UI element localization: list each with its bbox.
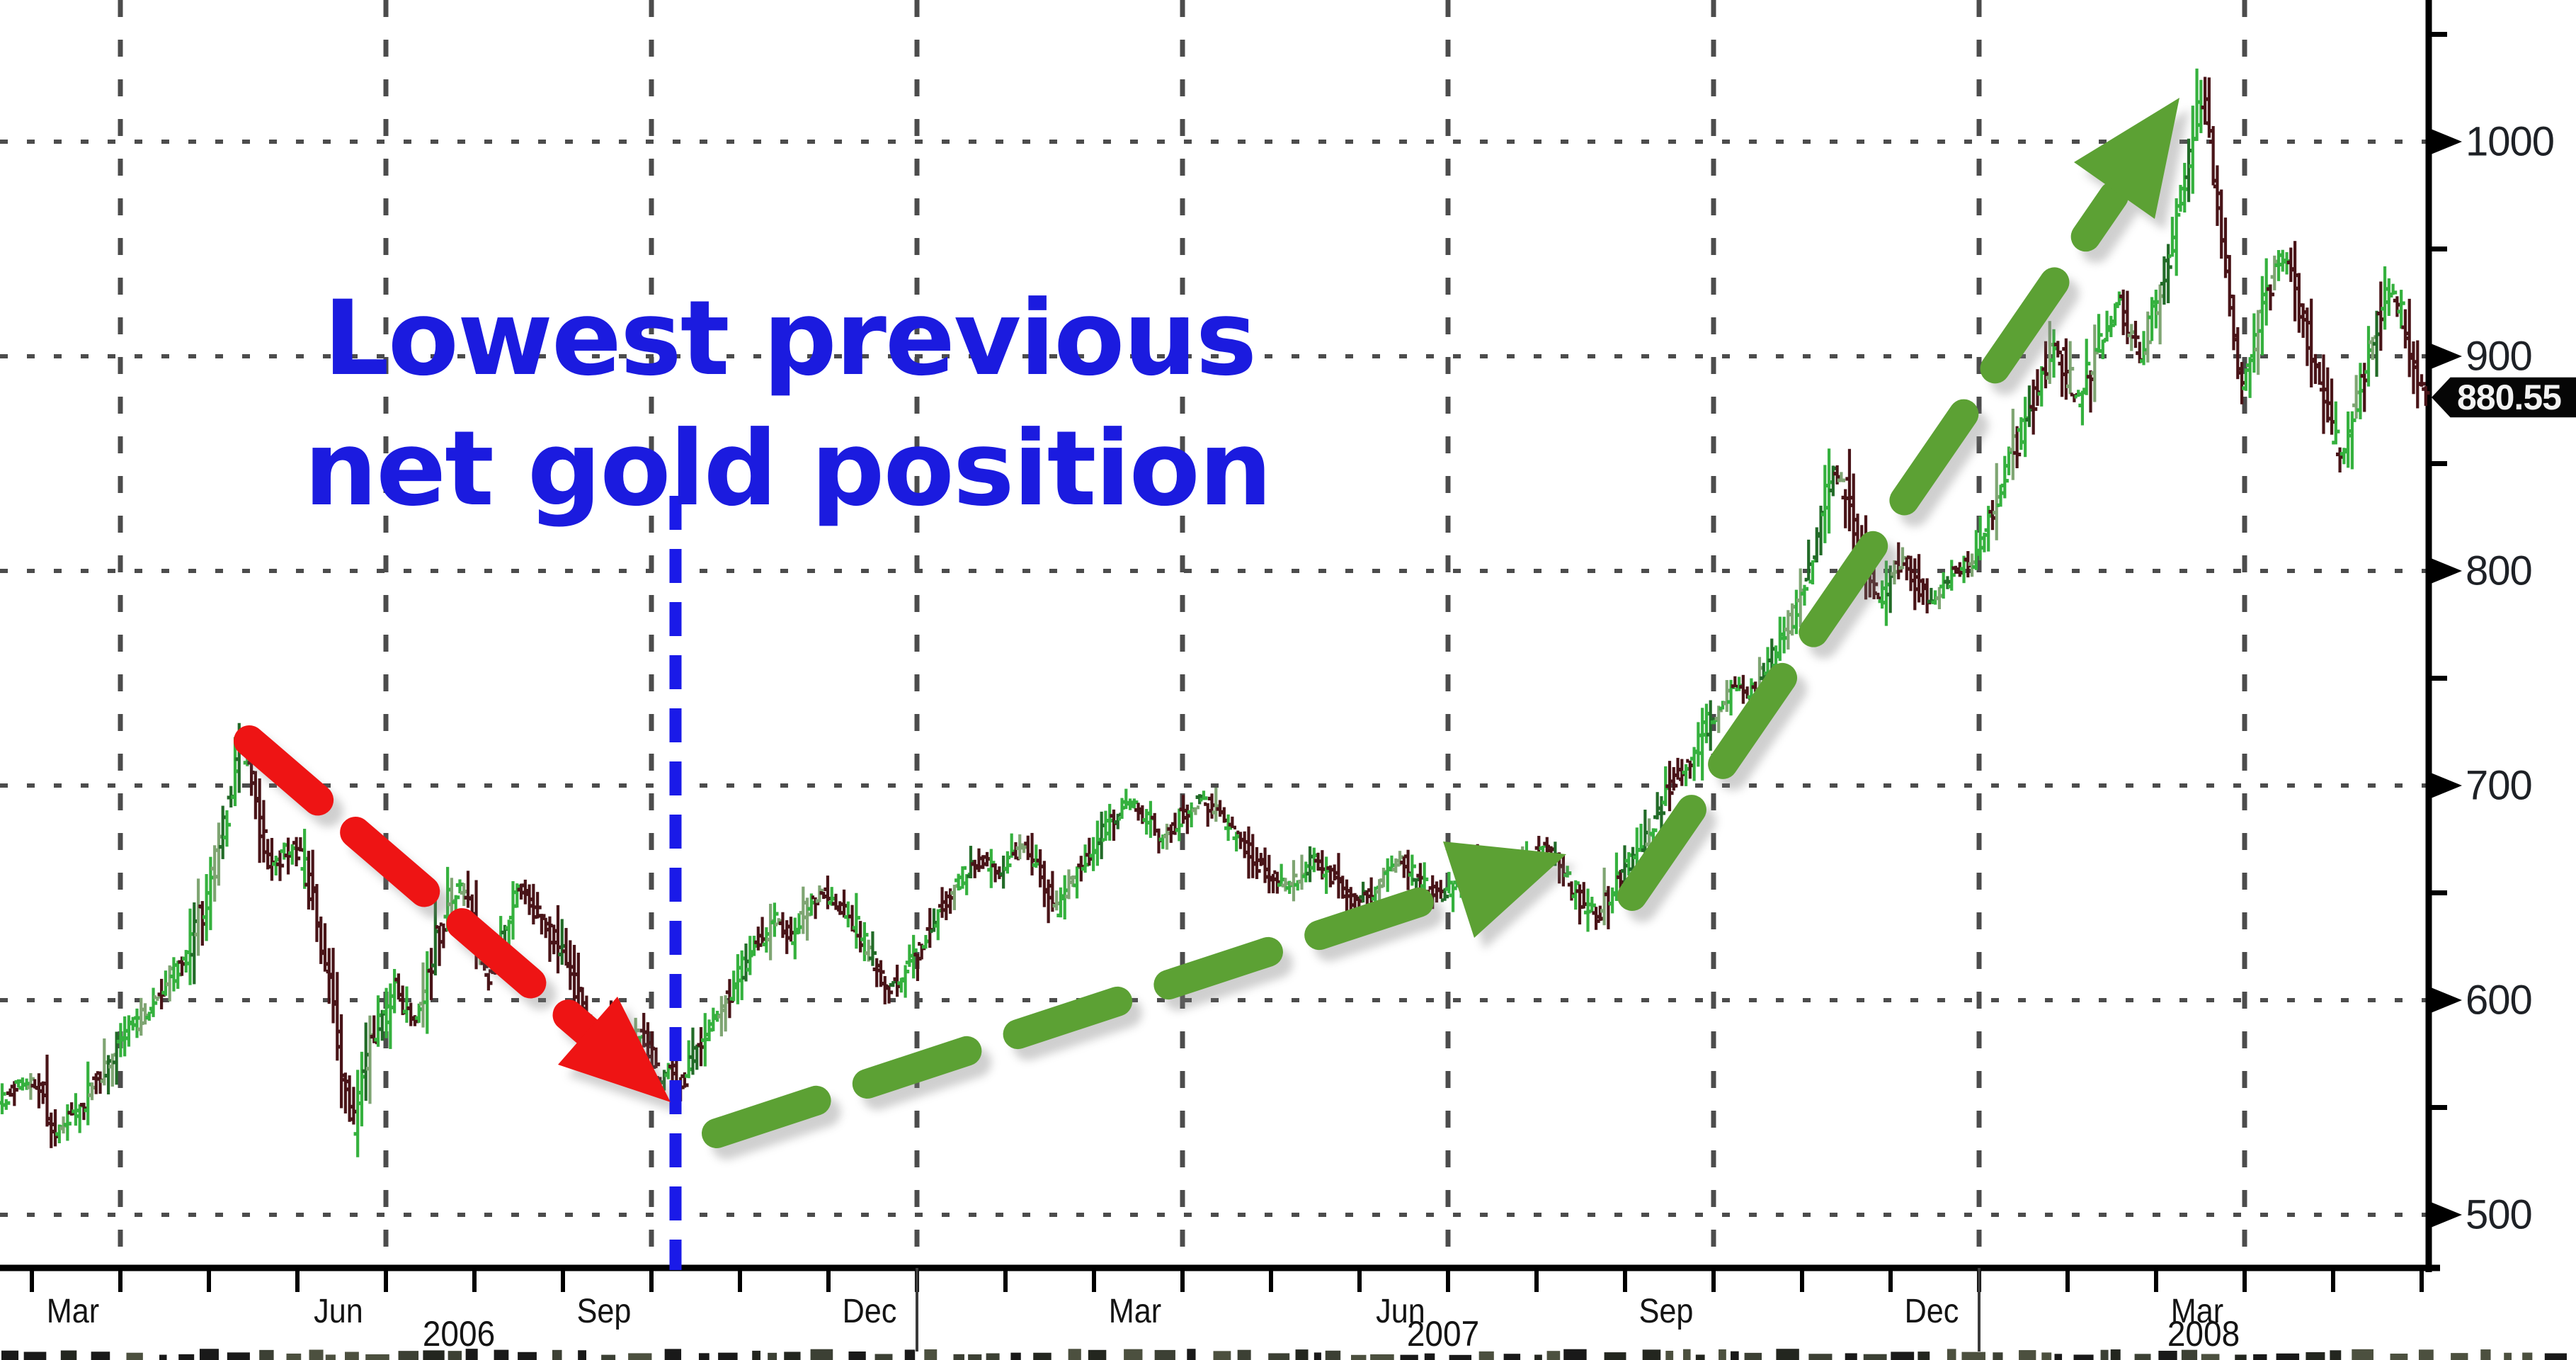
x-axis-label-mar-2008: Mar xyxy=(2170,1293,2224,1330)
x-axis-label-sep-2007: Sep xyxy=(1639,1293,1694,1330)
y-axis-label-1000: 1000 xyxy=(2466,118,2555,165)
x-axis-year-2008: 2008 xyxy=(2167,1314,2240,1354)
annotation-line-1: Lowest previous xyxy=(323,278,1258,399)
x-axis-label-mar-2006: Mar xyxy=(46,1293,100,1330)
x-axis-label-sep-2006: Sep xyxy=(576,1293,632,1330)
last-price-value: 880.55 xyxy=(2457,378,2562,417)
y-axis-label-600: 600 xyxy=(2466,977,2533,1024)
x-axis-label-mar-2007: Mar xyxy=(1108,1293,1162,1330)
x-axis-label-jun-2006: Jun xyxy=(314,1293,363,1330)
annotation-line-2: net gold position xyxy=(304,409,1272,529)
y-axis-label-900: 900 xyxy=(2466,333,2533,380)
y-axis-label-800: 800 xyxy=(2466,548,2533,594)
x-axis-label-dec-2007: Dec xyxy=(1904,1293,1959,1330)
x-axis-label-dec-2006: Dec xyxy=(842,1293,897,1330)
last-price-tag: 880.55 xyxy=(2432,377,2576,418)
y-axis-label-700: 700 xyxy=(2466,762,2533,809)
x-axis-year-2006: 2006 xyxy=(422,1314,496,1354)
y-axis-label-500: 500 xyxy=(2466,1191,2533,1238)
x-axis-year-2007: 2007 xyxy=(1406,1314,1480,1354)
x-axis-label-jun-2007: Jun xyxy=(1376,1293,1425,1330)
